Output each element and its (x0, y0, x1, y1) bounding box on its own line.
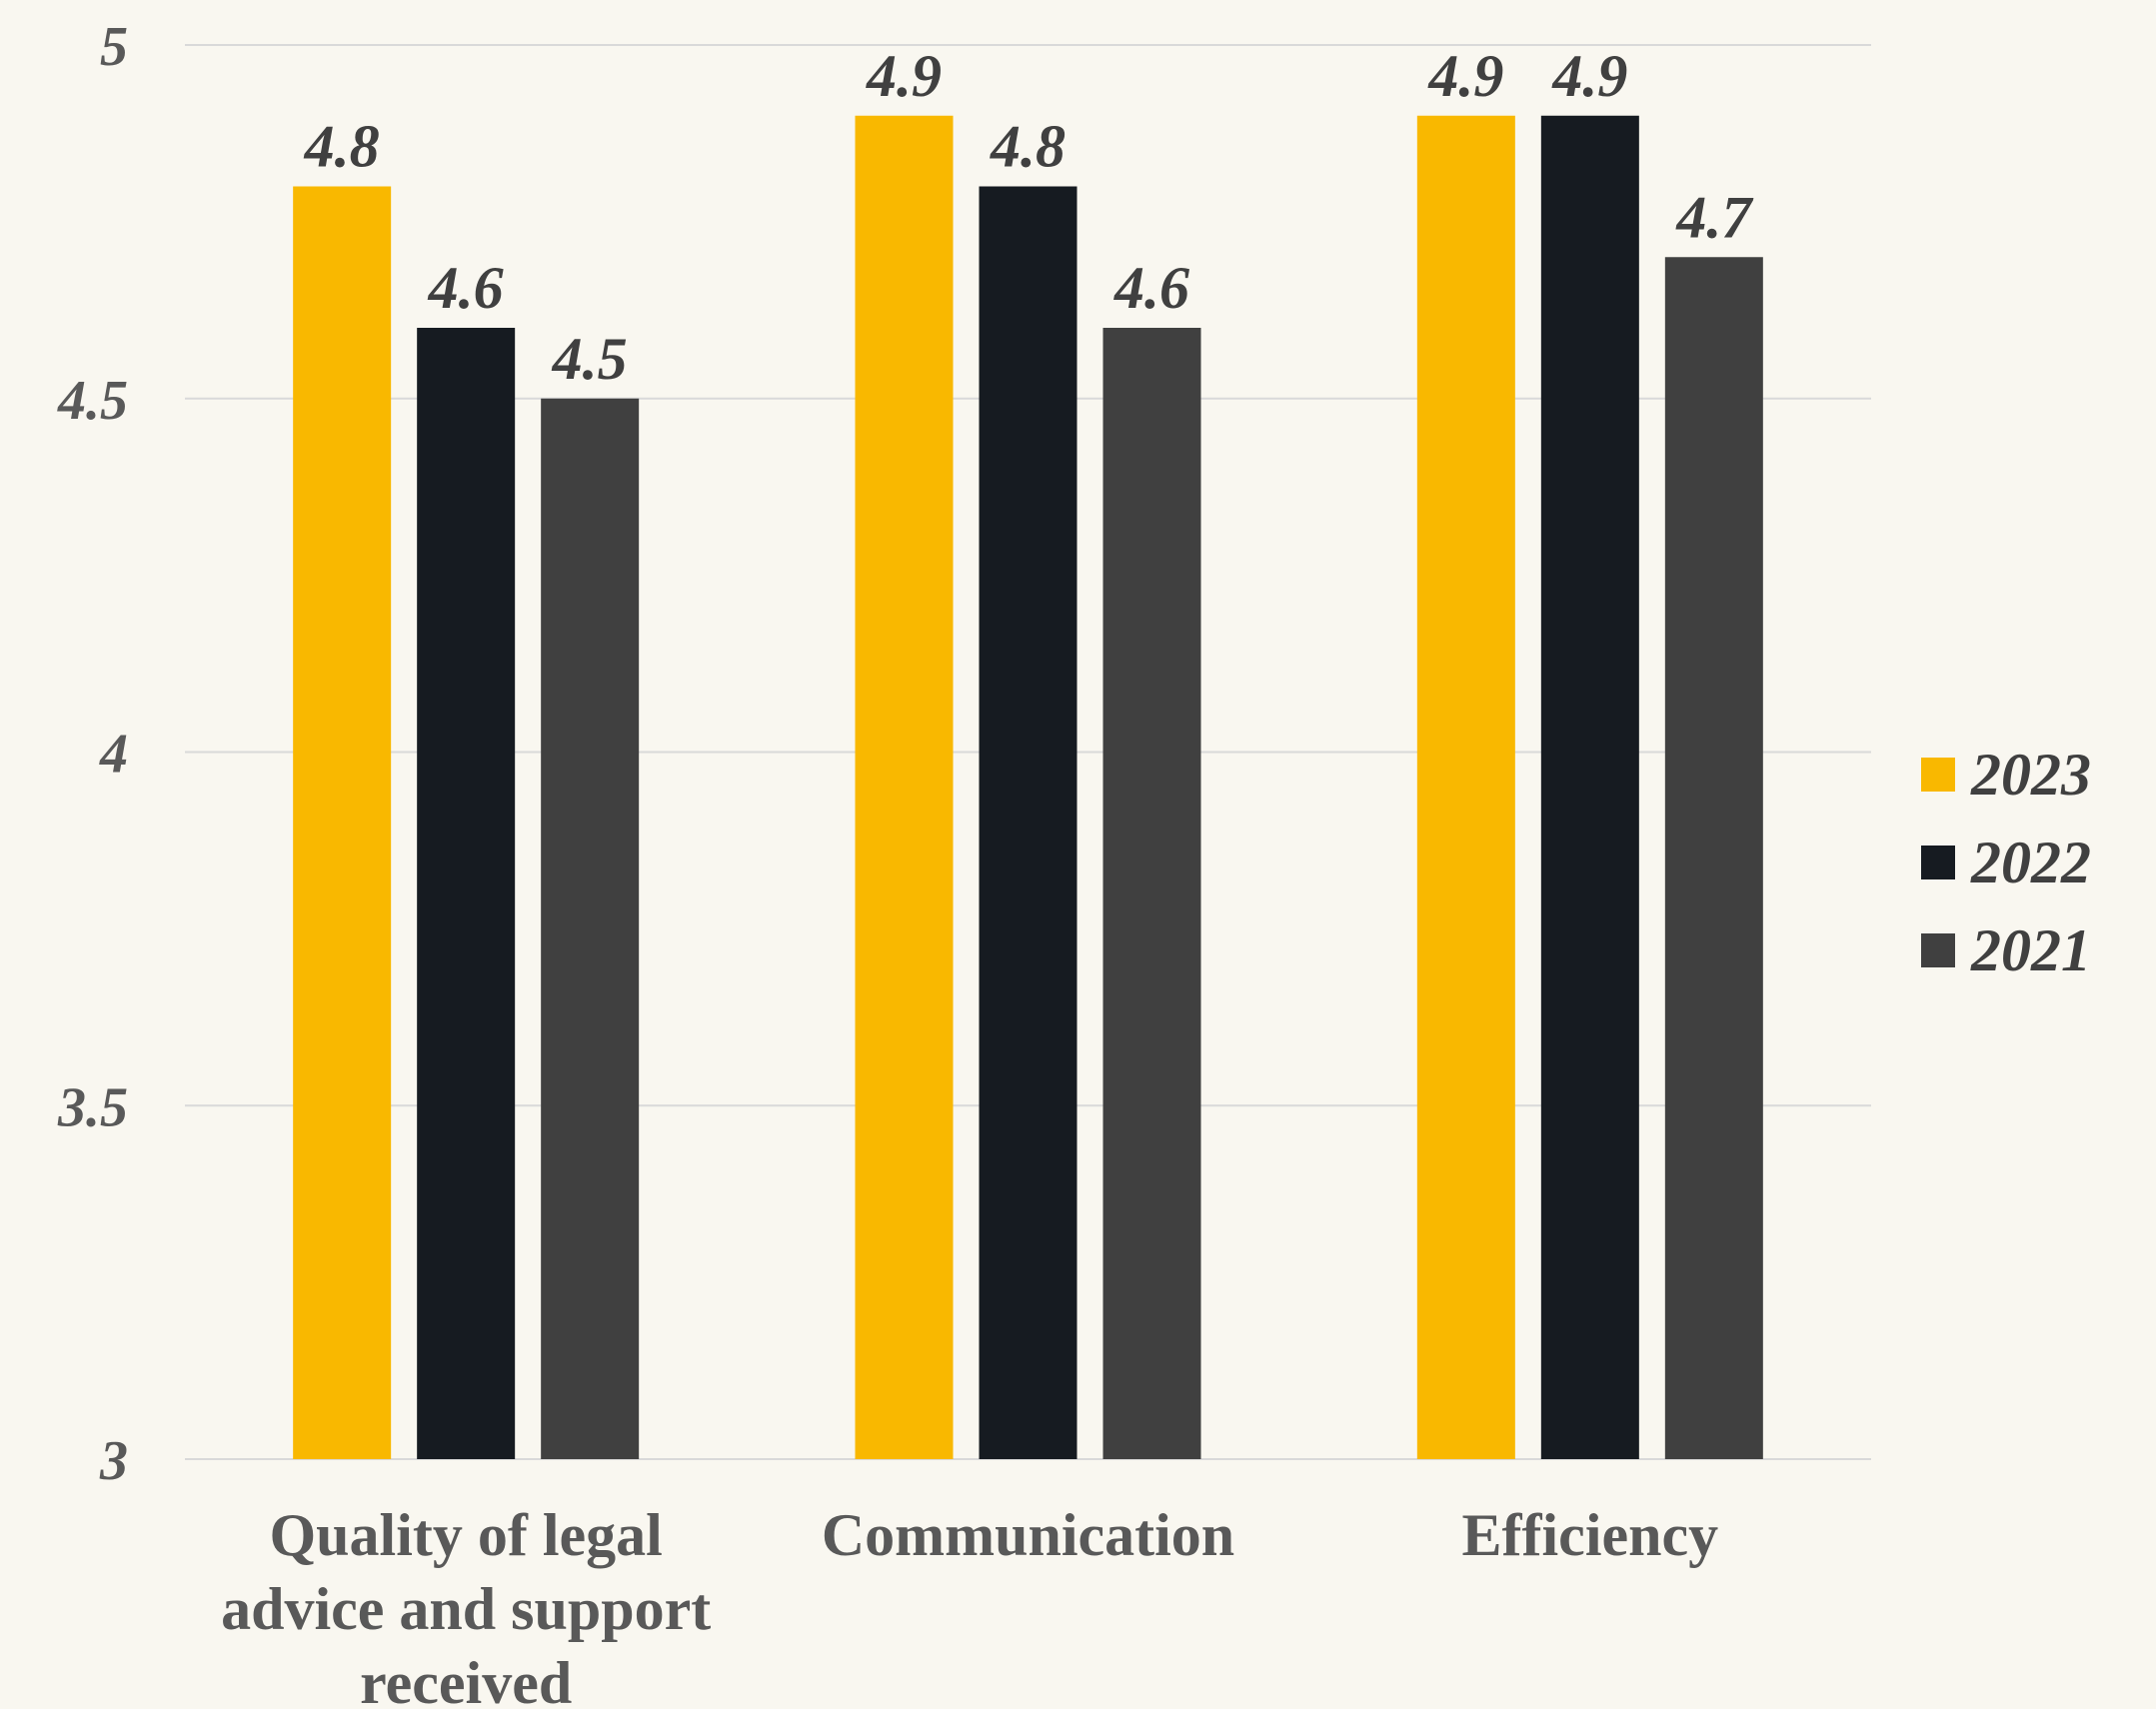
legend-label: 2023 (1970, 742, 2091, 808)
bar-2021-0 (541, 398, 640, 1459)
y-tick-label: 4 (99, 724, 128, 786)
bar-2022-0 (417, 328, 516, 1459)
x-axis-category-labels: Quality of legal advice and support receiv… (221, 1502, 1718, 1709)
data-label: 4.9 (866, 43, 942, 109)
bars (293, 115, 1763, 1459)
data-label: 4.9 (1427, 43, 1503, 109)
bar-2021-2 (1664, 257, 1763, 1459)
legend-swatch-2021 (1921, 933, 1955, 967)
legend-label: 2022 (1970, 830, 2091, 895)
y-tick-label: 4.5 (57, 370, 128, 432)
bar-2023-0 (293, 186, 392, 1459)
bar-2022-2 (1540, 115, 1639, 1459)
category-label: Communication (822, 1502, 1234, 1568)
y-tick-label: 3 (99, 1430, 128, 1492)
legend-swatch-2022 (1921, 846, 1955, 879)
legend-swatch-2023 (1921, 758, 1955, 792)
bar-2023-1 (855, 115, 954, 1459)
data-labels: 4.8 4.6 4.5 4.9 4.8 4.6 4.9 4.9 4.7 (304, 43, 1754, 392)
data-label: 4.8 (990, 114, 1066, 180)
bar-2022-1 (979, 186, 1078, 1459)
legend: 2023 2022 2021 (1921, 742, 2091, 983)
y-axis-tick-labels: 3 3.5 4 4.5 5 (57, 16, 128, 1492)
category-label: received (360, 1650, 572, 1709)
data-label: 4.7 (1675, 184, 1753, 250)
y-tick-label: 5 (100, 16, 128, 78)
data-label: 4.5 (552, 326, 628, 392)
data-label: 4.6 (1113, 255, 1189, 321)
data-label: 4.9 (1551, 43, 1627, 109)
bar-2023-2 (1416, 115, 1515, 1459)
category-label: advice and support (221, 1576, 711, 1642)
y-tick-label: 3.5 (57, 1076, 128, 1138)
data-label: 4.6 (428, 255, 504, 321)
category-label: Quality of legal (270, 1502, 663, 1568)
legend-label: 2021 (1970, 917, 2091, 983)
bar-2021-1 (1102, 328, 1201, 1459)
category-label: Efficiency (1462, 1502, 1719, 1568)
data-label: 4.8 (304, 114, 380, 180)
